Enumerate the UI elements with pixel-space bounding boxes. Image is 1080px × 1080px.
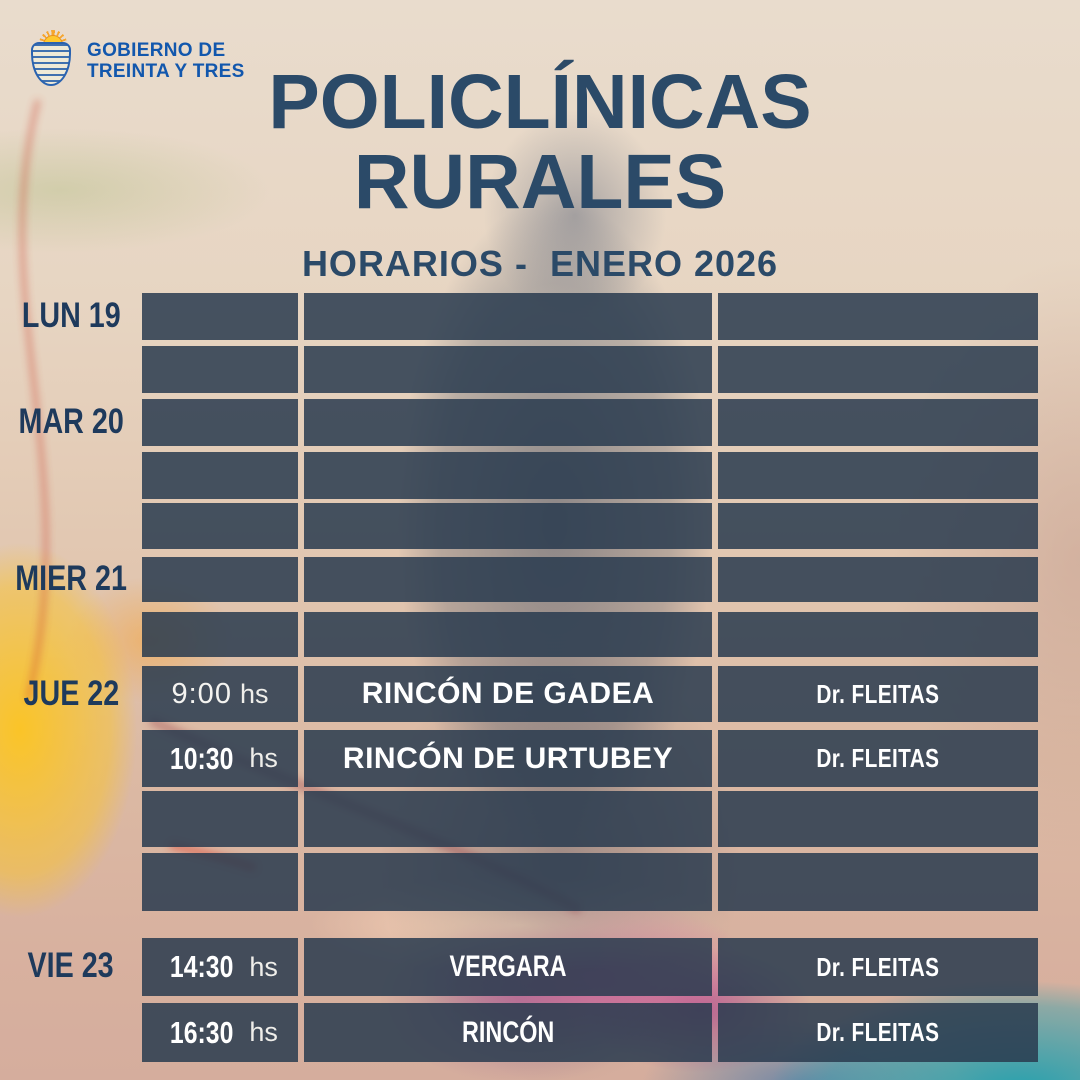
time-cell [142, 503, 298, 549]
table-row [142, 293, 1038, 340]
time-cell [142, 791, 298, 847]
table-row [142, 452, 1038, 499]
time-unit: hs [239, 678, 269, 709]
time-cell: 14:30 hs [142, 938, 298, 996]
time-unit: hs [249, 743, 278, 773]
place-cell: VERGARA [304, 938, 712, 996]
doctor-cell [718, 853, 1038, 911]
place-cell [304, 791, 712, 847]
time-value: 10:30 [170, 740, 234, 776]
table-row [142, 346, 1038, 393]
time-cell [142, 399, 298, 446]
place-name: RINCÓN DE URTUBEY [342, 741, 674, 775]
title-line2: RURALES [353, 139, 727, 226]
place-cell [304, 612, 712, 657]
doctor-cell [718, 293, 1038, 340]
time-cell [142, 346, 298, 393]
doctor-cell [718, 503, 1038, 549]
day-label-mar-20: MAR 20 [18, 402, 124, 441]
time-value: 14:30 [170, 949, 234, 984]
place-cell [304, 399, 712, 446]
place-cell: RINCÓN DE URTUBEY [304, 730, 712, 787]
doctor-cell: Dr. FLEITAS [718, 666, 1038, 722]
doctor-cell [718, 399, 1038, 446]
logo-line1: GOBIERNO DE [87, 39, 226, 61]
time-cell [142, 612, 298, 657]
day-label-jue-22: JUE 22 [23, 674, 119, 713]
day-label-vie-23: VIE 23 [27, 946, 115, 985]
table-row-jue-1030: 10:30 hs RINCÓN DE URTUBEY Dr. FLEITAS [142, 730, 1038, 787]
doctor-cell: Dr. FLEITAS [718, 938, 1038, 996]
time-value: 9:00 [171, 677, 232, 710]
place-name: VERGARA [449, 950, 567, 983]
place-name: RINCÓN [461, 1015, 555, 1049]
doctor-cell [718, 346, 1038, 393]
time-cell: 9:00 hs [142, 666, 298, 722]
place-cell [304, 853, 712, 911]
doctor-cell [718, 791, 1038, 847]
place-cell: RINCÓN [304, 1003, 712, 1062]
time-cell [142, 557, 298, 602]
place-name: RINCÓN DE GADEA [361, 677, 655, 710]
doctor-name: Dr. FLEITAS [816, 951, 940, 982]
doctor-name: Dr. FLEITAS [816, 678, 940, 709]
title-line1: POLICLÍNICAS [268, 59, 812, 145]
subtitle-schedule-month: HORARIOS - ENERO 2026 [301, 243, 779, 284]
time-cell [142, 452, 298, 499]
time-unit: hs [249, 1017, 278, 1047]
place-cell: RINCÓN DE GADEA [304, 666, 712, 722]
table-row [142, 399, 1038, 446]
table-row [142, 853, 1038, 911]
table-row-vie-1430: 14:30 hs VERGARA Dr. FLEITAS [142, 938, 1038, 996]
logo-line2: TREINTA Y TRES [87, 61, 245, 82]
place-cell [304, 346, 712, 393]
logo-text: GOBIERNO DE TREINTA Y TRES [87, 40, 245, 83]
doctor-cell [718, 612, 1038, 657]
doctor-cell [718, 557, 1038, 602]
doctor-name: Dr. FLEITAS [816, 743, 940, 773]
table-row [142, 612, 1038, 657]
time-unit: hs [249, 951, 278, 982]
time-cell [142, 853, 298, 911]
place-cell [304, 293, 712, 340]
table-row [142, 503, 1038, 549]
doctor-cell: Dr. FLEITAS [718, 1003, 1038, 1062]
shield-sun-icon [30, 30, 76, 88]
place-cell [304, 452, 712, 499]
table-row-jue-0900: 9:00 hs RINCÓN DE GADEA Dr. FLEITAS [142, 666, 1038, 722]
government-logo: GOBIERNO DE TREINTA Y TRES [30, 30, 245, 88]
time-cell: 16:30 hs [142, 1003, 298, 1062]
red-curve-left [19, 99, 49, 701]
place-cell [304, 557, 712, 602]
table-row [142, 557, 1038, 602]
page-title: POLICLÍNICAS RURALES [0, 62, 1080, 222]
day-label-lun-19: LUN 19 [21, 296, 121, 335]
shield-body-icon [31, 42, 71, 86]
doctor-cell [718, 452, 1038, 499]
table-row-vie-1630: 16:30 hs RINCÓN Dr. FLEITAS [142, 1003, 1038, 1062]
time-value: 16:30 [170, 1014, 234, 1050]
time-cell: 10:30 hs [142, 730, 298, 787]
doctor-name: Dr. FLEITAS [816, 1017, 940, 1047]
time-cell [142, 293, 298, 340]
place-cell [304, 503, 712, 549]
table-row [142, 791, 1038, 847]
day-label-mier-21: MIER 21 [15, 559, 127, 598]
doctor-cell: Dr. FLEITAS [718, 730, 1038, 787]
